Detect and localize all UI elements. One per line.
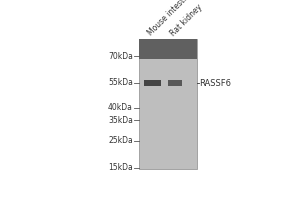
Bar: [168, 80, 182, 86]
Text: Mouse intestine: Mouse intestine: [146, 0, 195, 38]
Text: RASSF6: RASSF6: [200, 79, 232, 88]
Text: Rat kidney: Rat kidney: [169, 2, 205, 38]
Bar: [139, 39, 197, 169]
Bar: [139, 39, 197, 59]
Bar: [144, 80, 161, 86]
Text: 40kDa: 40kDa: [108, 103, 133, 112]
Text: 35kDa: 35kDa: [108, 116, 133, 125]
Text: 55kDa: 55kDa: [108, 78, 133, 87]
Text: 25kDa: 25kDa: [108, 136, 133, 145]
Text: 15kDa: 15kDa: [108, 163, 133, 172]
Text: 70kDa: 70kDa: [108, 52, 133, 61]
